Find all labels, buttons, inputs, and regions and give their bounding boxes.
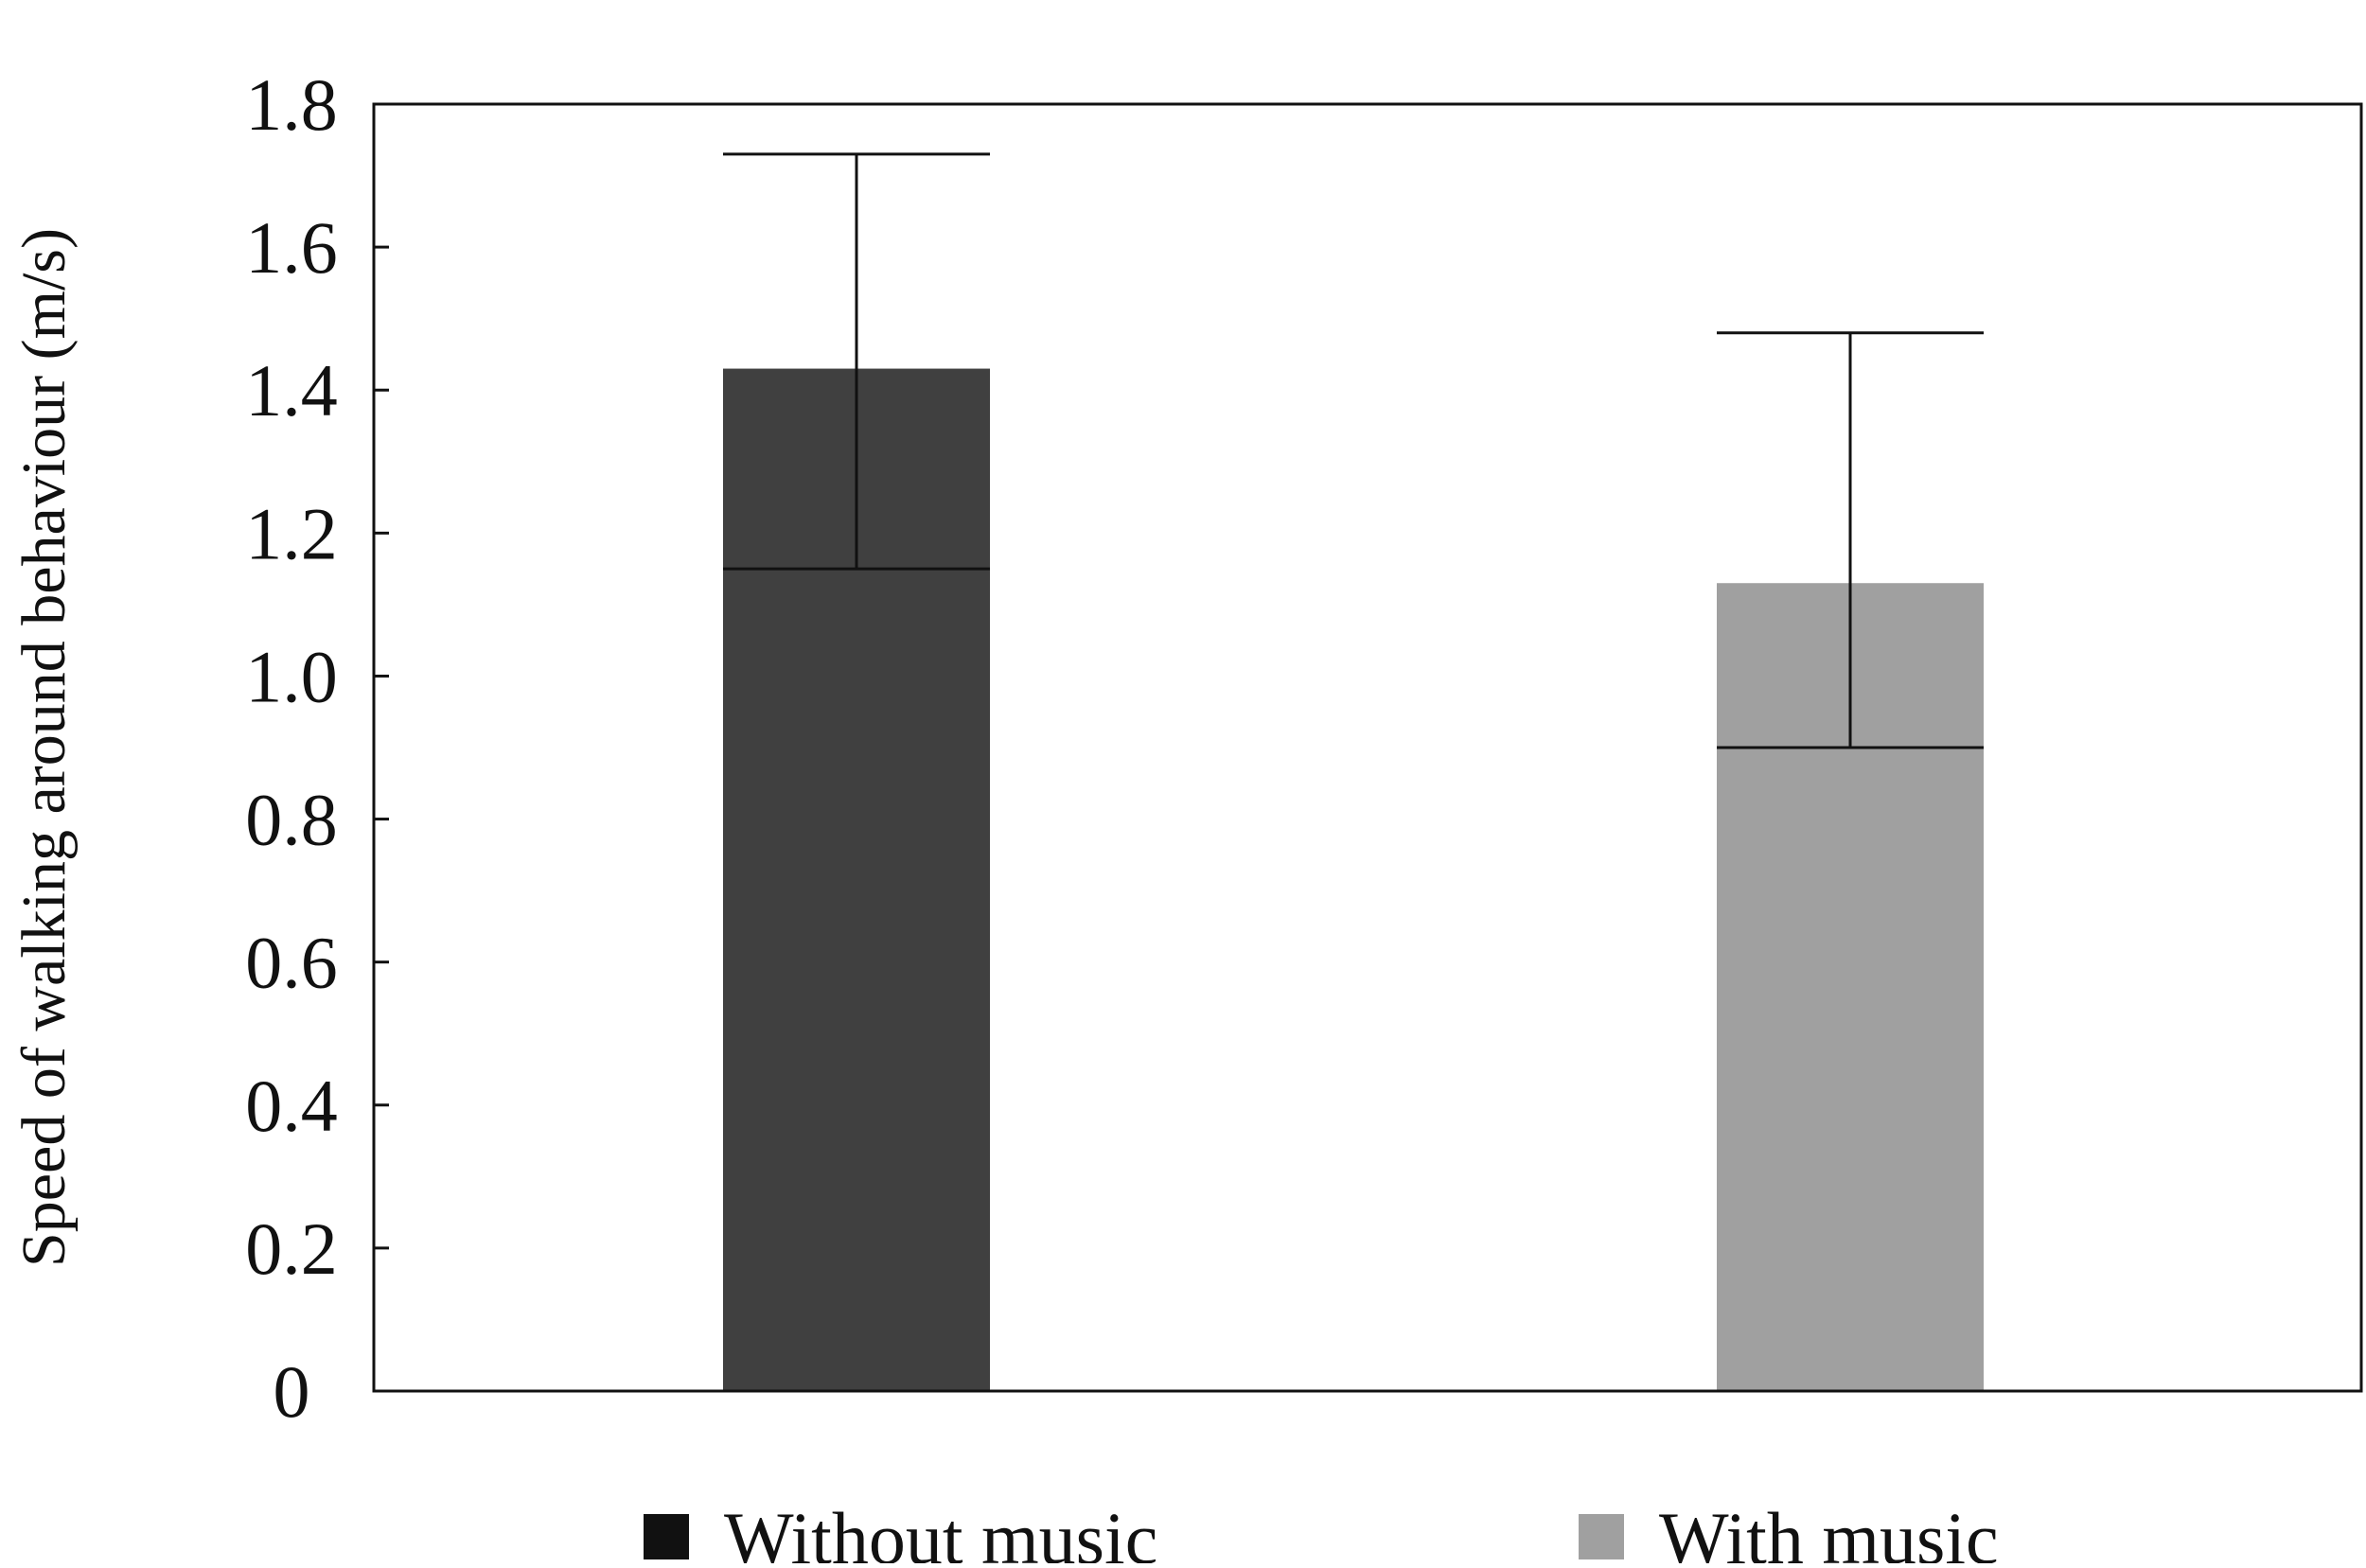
y-tick-label: 1.4 (245, 349, 338, 432)
y-tick-label: 1.8 (245, 63, 338, 146)
y-tick-label: 0.2 (245, 1207, 338, 1290)
error-bars (723, 152, 1984, 749)
y-tick-label: 0.6 (245, 922, 338, 1004)
legend-label: Without music (724, 1497, 1157, 1563)
legend: Without music With music (644, 1497, 1999, 1568)
plot-frame (372, 102, 2363, 1393)
legend-swatch (1579, 1514, 1624, 1559)
legend-label: With music (1659, 1497, 1999, 1563)
y-axis-title: Speed of walking around behaviour (m/s) (9, 228, 79, 1267)
y-tick-label: 1.6 (245, 206, 338, 289)
y-tick-label: 0.4 (245, 1065, 338, 1147)
bars (723, 368, 1984, 1391)
y-tick-label: 0.8 (245, 779, 338, 861)
y-axis: 0 0.2 0.4 0.6 0.8 1.0 1.2 1.4 1.6 1.8 (245, 63, 389, 1433)
y-tick-label: 1.2 (245, 492, 338, 574)
y-tick-label: 0 (274, 1350, 310, 1433)
y-tick-label: 1.0 (245, 635, 338, 717)
legend-swatch (644, 1514, 689, 1559)
